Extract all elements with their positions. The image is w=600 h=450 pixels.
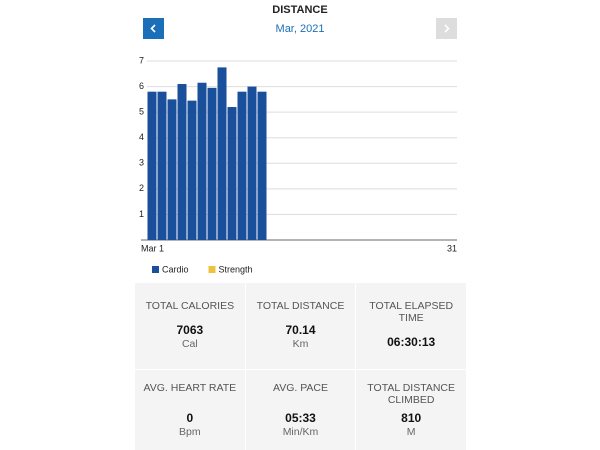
stat-cell: AVG. HEART RATE 0 Bpm <box>135 370 245 450</box>
stat-value: 70.14 <box>285 323 316 337</box>
bar <box>227 107 237 241</box>
stat-value: 810 <box>401 411 422 425</box>
stat-label: AVG. PACE <box>272 382 329 394</box>
stat-unit: Min/Km <box>282 426 319 438</box>
subtitle: Mar, 2021 <box>276 23 325 35</box>
stat-value: 0 <box>186 411 194 425</box>
stat-label: TOTAL ELAPSED TIME <box>369 300 454 324</box>
bar <box>167 99 177 240</box>
bar <box>197 82 207 240</box>
x-tick-label: 31 <box>447 243 457 253</box>
stat-cell: TOTAL CALORIES 7063 Cal <box>135 283 245 369</box>
stat-unit: Km <box>292 338 309 350</box>
chart: DISTANCE Mar, 2021 1 2 3 4 5 6 7 Mar 1 31 Cardio S… <box>139 4 457 274</box>
stat-label: TOTAL CALORIES <box>145 300 235 312</box>
y-tick-label: 1 <box>139 209 144 219</box>
y-tick-label: 3 <box>139 158 144 168</box>
title: DISTANCE <box>272 4 327 16</box>
bar <box>187 100 197 240</box>
stat-unit: Cal <box>181 338 198 350</box>
bar <box>147 91 157 240</box>
prev-button[interactable] <box>143 18 164 39</box>
bar <box>247 86 257 240</box>
next-button[interactable] <box>436 18 457 39</box>
bar <box>157 91 167 240</box>
stat-unit: Bpm <box>179 426 201 438</box>
x-tick-label: Mar 1 <box>141 243 164 253</box>
y-tick-label: 7 <box>139 55 144 65</box>
prev-icon <box>150 24 156 33</box>
bar <box>217 67 227 241</box>
bar <box>207 87 217 240</box>
bar <box>257 91 267 240</box>
legend-label: Cardio <box>162 264 189 274</box>
stat-label: TOTAL DISTANCE CLIMBED <box>367 382 456 406</box>
legend-swatch <box>208 266 216 273</box>
legend-label: Strength <box>219 264 253 274</box>
stat-cell: TOTAL DISTANCE CLIMBED 810 M <box>356 370 466 450</box>
stat-label: TOTAL DISTANCE <box>256 300 345 312</box>
y-tick-label: 6 <box>139 81 144 91</box>
y-tick-label: 2 <box>139 183 144 193</box>
bar <box>177 84 187 240</box>
stat-cell: TOTAL DISTANCE 70.14 Km <box>245 283 356 369</box>
stat-value: 05:33 <box>285 411 316 425</box>
stat-cell: AVG. PACE 05:33 Min/Km <box>245 370 356 450</box>
stat-value: 7063 <box>176 323 204 337</box>
stat-value: 06:30:13 <box>387 335 436 349</box>
stat-cell: TOTAL ELAPSED TIME 06:30:13 <box>356 283 466 369</box>
legend-swatch <box>152 266 159 273</box>
stat-unit: M <box>406 426 416 438</box>
next-icon <box>444 24 450 33</box>
y-tick-label: 4 <box>139 132 144 142</box>
y-tick-label: 5 <box>139 107 144 117</box>
stats-grid: TOTAL CALORIES 7063 Cal TOTAL DISTANCE 70.14… <box>135 283 466 450</box>
stat-label: AVG. HEART RATE <box>143 382 237 394</box>
bar <box>237 91 247 240</box>
